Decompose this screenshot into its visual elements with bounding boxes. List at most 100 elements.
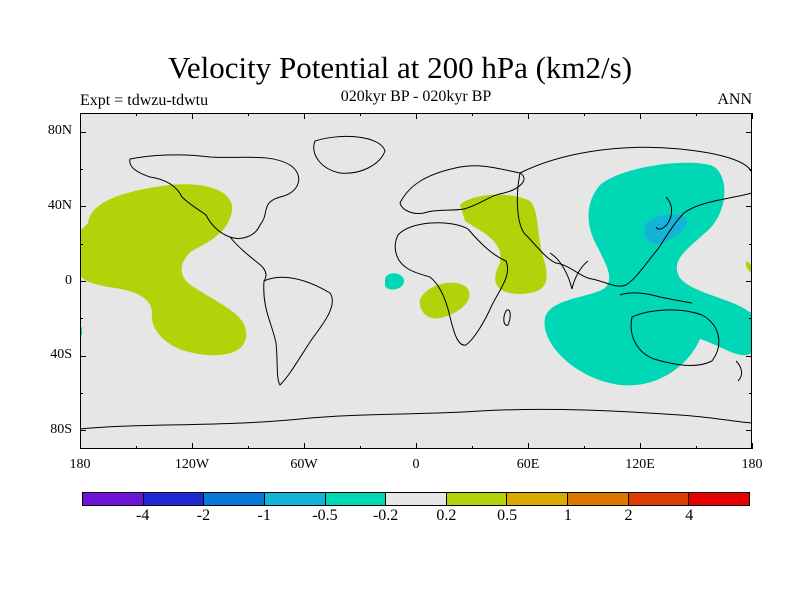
x-tick-bottom xyxy=(584,446,585,449)
colorbar-swatch-4 xyxy=(325,493,387,505)
lat-label-40s: 40S xyxy=(50,347,72,362)
x-tick-top xyxy=(752,113,753,119)
x-tick-bottom xyxy=(752,443,753,449)
colorbar-label-1: -2 xyxy=(196,507,211,524)
lon-label-120w: 120W xyxy=(174,457,210,472)
y-tick-left xyxy=(80,281,86,282)
coastlines xyxy=(80,135,752,430)
lat-label-0: 0 xyxy=(65,273,72,288)
colorbar-label-6: 0.5 xyxy=(497,507,518,524)
x-tick-bottom xyxy=(416,443,417,449)
lon-label-0: 0 xyxy=(412,457,420,472)
coast-greenland xyxy=(313,135,386,174)
x-tick-bottom xyxy=(136,446,137,449)
x-tick-top xyxy=(304,113,305,119)
lon-label-180e: 180 xyxy=(741,457,763,472)
y-tick-right xyxy=(749,393,752,394)
coast-central-america xyxy=(229,236,267,282)
lon-label-180w: 180 xyxy=(69,457,91,472)
x-tick-top xyxy=(248,113,249,116)
y-tick-left xyxy=(80,131,86,133)
colorbar-label-0: -4 xyxy=(136,507,150,524)
colorbar-label-2: -1 xyxy=(257,507,271,524)
x-tick-bottom xyxy=(528,443,529,449)
negative-region-west-edge xyxy=(80,327,82,335)
coast-europe xyxy=(399,165,525,214)
y-tick-left xyxy=(80,393,83,394)
x-tick-bottom xyxy=(696,446,697,449)
colorbar-swatch-5 xyxy=(386,493,447,505)
lat-label-40n: 40N xyxy=(47,198,72,213)
y-tick-right xyxy=(749,169,752,170)
y-tick-right xyxy=(746,131,752,133)
positive-region-middle-east xyxy=(460,194,547,294)
x-tick-bottom xyxy=(304,443,305,449)
x-tick-top xyxy=(696,113,697,116)
coast-indonesia xyxy=(619,292,693,304)
x-tick-bottom xyxy=(80,443,81,449)
positive-anomaly-regions xyxy=(80,184,752,356)
x-tick-top xyxy=(528,113,529,119)
x-tick-top xyxy=(192,113,193,119)
x-tick-bottom xyxy=(248,446,249,449)
lon-label-60w: 60W xyxy=(290,457,318,472)
y-tick-right xyxy=(746,206,752,208)
negative-region-atlantic xyxy=(385,273,405,290)
colorbar-label-4: -0.2 xyxy=(372,507,399,524)
x-tick-bottom xyxy=(192,443,193,449)
coast-north-america xyxy=(129,154,300,239)
coast-australia xyxy=(630,309,720,366)
y-tick-right xyxy=(749,243,752,245)
coast-antarctica xyxy=(80,408,752,430)
y-tick-left xyxy=(80,318,83,320)
colorbar-swatch-10 xyxy=(689,493,750,505)
coast-new-zealand xyxy=(735,360,743,382)
colorbar-label-9: 4 xyxy=(685,507,694,524)
lon-label-60e: 60E xyxy=(516,457,540,472)
positive-region-east-edge xyxy=(745,261,752,273)
x-tick-bottom xyxy=(640,443,641,449)
coast-africa xyxy=(394,222,508,346)
plot-subtitle: 020kyr BP - 020kyr BP xyxy=(340,88,492,105)
negative-region-west-pacific-asia xyxy=(544,162,752,386)
x-tick-top xyxy=(136,113,137,116)
lat-label-80s: 80S xyxy=(50,422,72,437)
x-tick-top xyxy=(472,113,473,116)
coast-india xyxy=(549,252,589,290)
experiment-label: Expt = tdwzu-tdwtu xyxy=(80,92,209,109)
y-tick-right xyxy=(746,430,752,432)
x-tick-bottom xyxy=(472,446,473,449)
colorbar-swatch-9 xyxy=(628,493,690,505)
positive-region-southern-africa xyxy=(419,282,470,319)
y-tick-right xyxy=(746,281,752,282)
y-tick-right xyxy=(749,318,752,320)
lon-label-120e: 120E xyxy=(625,457,655,472)
map-plot xyxy=(80,113,752,449)
colorbar-swatch-6 xyxy=(446,493,508,505)
colorbar xyxy=(82,492,750,506)
colorbar-label-3: -0.5 xyxy=(312,507,338,524)
negative-anomaly-regions xyxy=(80,162,752,386)
coast-japan xyxy=(655,196,673,230)
y-tick-left xyxy=(80,355,86,357)
x-tick-top xyxy=(640,113,641,119)
x-tick-top xyxy=(584,113,585,116)
y-tick-left xyxy=(80,169,83,170)
y-tick-left xyxy=(80,206,86,208)
coast-madagascar xyxy=(503,309,511,326)
colorbar-label-7: 1 xyxy=(563,507,572,524)
colorbar-swatch-7 xyxy=(507,493,569,505)
x-tick-top xyxy=(360,113,361,116)
y-tick-left xyxy=(80,430,86,432)
lat-label-80n: 80N xyxy=(47,123,72,138)
coast-south-america xyxy=(263,276,333,386)
plot-title: Velocity Potential at 200 hPa (km2/s) xyxy=(167,50,633,85)
positive-region-east-pacific xyxy=(80,184,247,356)
x-tick-top xyxy=(416,113,417,119)
coast-asia xyxy=(516,146,752,287)
y-tick-left xyxy=(80,243,83,245)
colorbar-swatch-0 xyxy=(83,493,144,505)
x-tick-bottom xyxy=(360,446,361,449)
season-label: ANN xyxy=(717,91,752,108)
